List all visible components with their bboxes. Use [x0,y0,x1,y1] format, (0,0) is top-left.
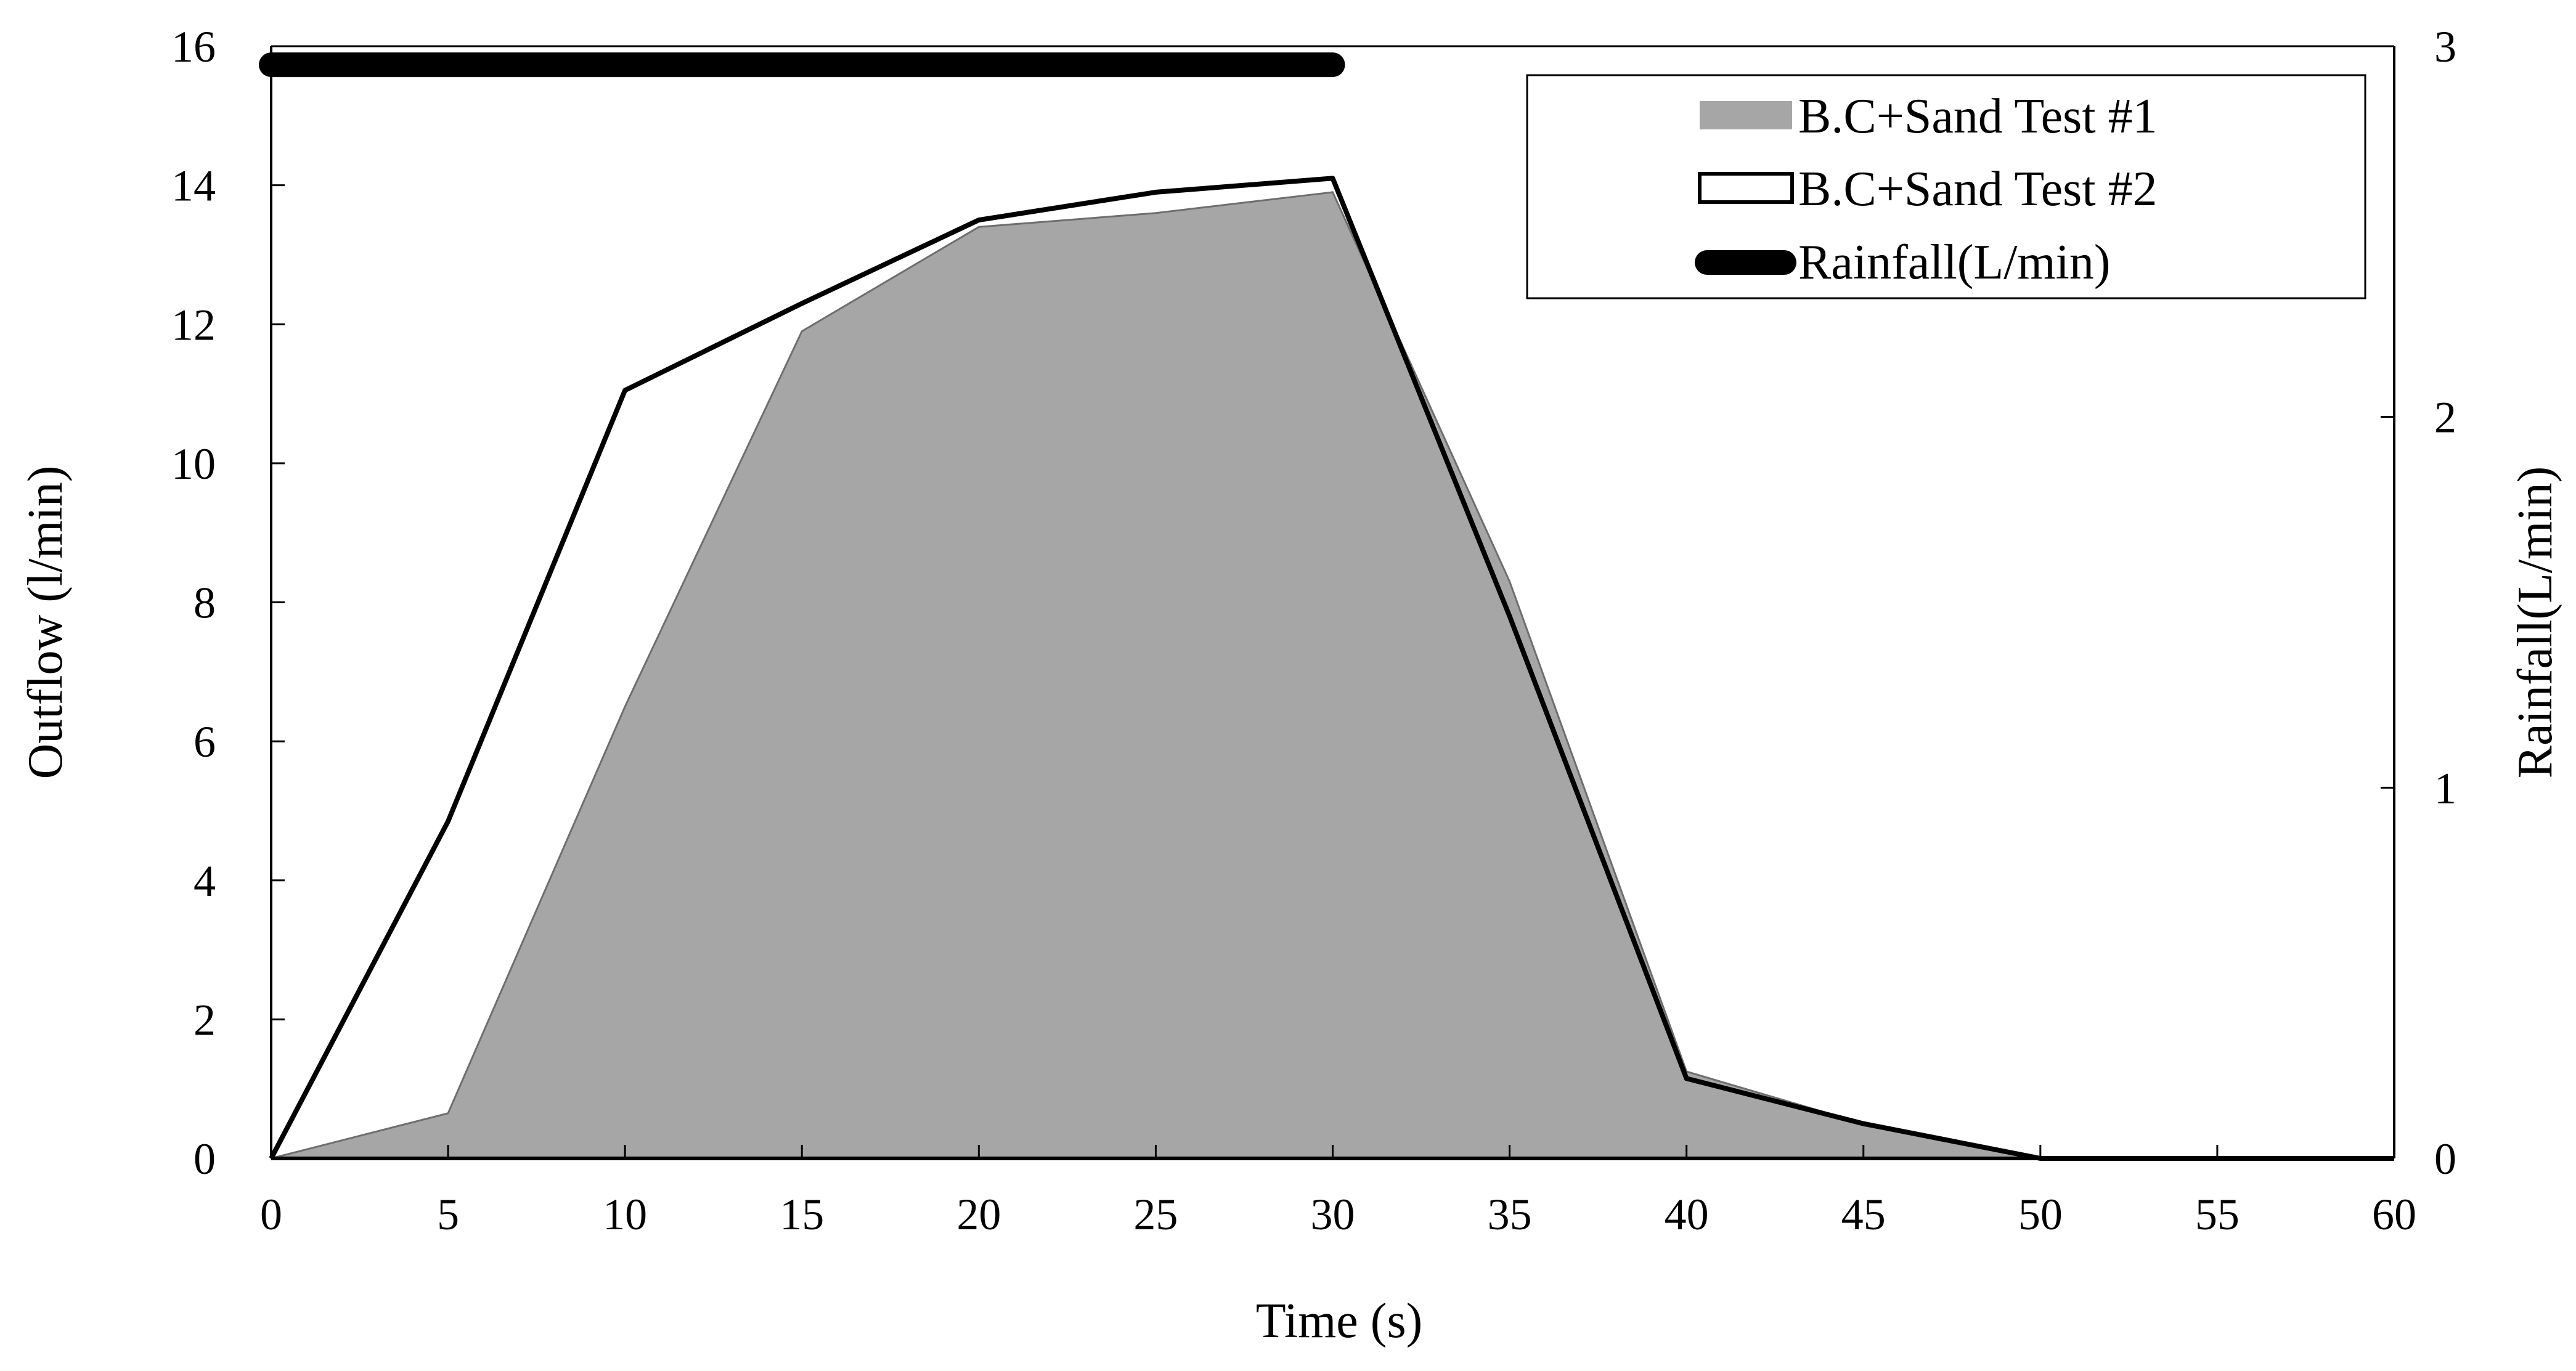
x-tick-label: 40 [1665,1190,1709,1239]
series-area-test1 [271,191,2394,1160]
y-tick-label: 14 [171,161,216,211]
y-tick-label: 10 [171,439,216,489]
x-axis-title: Time (s) [1256,1294,1422,1348]
y2-axis-title: Rainfall(L/min) [2508,466,2562,779]
x-tick-label: 55 [2195,1190,2240,1239]
y-axis-title: Outflow (l/min) [18,466,73,779]
y-tick-label: 6 [194,717,216,767]
y-tick-label: 16 [171,22,216,71]
y2-tick-label: 3 [2434,22,2456,71]
legend-label-rainfall: Rainfall(L/min) [1798,235,2111,290]
y-tick-label: 8 [194,579,216,628]
y2-tick-label: 1 [2434,763,2456,813]
x-tick-label: 30 [1311,1190,1355,1239]
x-tick-label: 20 [956,1190,1001,1239]
x-tick-label: 25 [1133,1190,1178,1239]
y-tick-label: 2 [194,995,216,1044]
y2-tick-label: 2 [2434,393,2456,442]
legend: B.C+Sand Test #1 B.C+Sand Test #2 Rainfa… [1526,74,2366,299]
y-tick-label: 4 [194,856,216,906]
legend-label-test1: B.C+Sand Test #1 [1798,89,2158,144]
x-tick-label: 60 [2372,1190,2416,1239]
ticks-layer: 0 5 10 15 20 25 30 35 40 45 50 55 600246810121416012… [171,22,2456,1239]
legend-swatch-test1 [1700,101,1792,129]
y2-tick-label: 0 [2434,1134,2456,1184]
y-tick-label: 12 [171,300,216,349]
legend-label-test2: B.C+Sand Test #2 [1798,162,2158,216]
x-tick-label: 50 [2018,1190,2063,1239]
legend-box [1526,74,2366,299]
series-layer [259,52,2394,1161]
x-tick-label: 35 [1488,1190,1532,1239]
x-tick-label: 45 [1841,1190,1886,1239]
x-tick-label: 15 [780,1190,824,1239]
x-tick-label: 10 [603,1190,647,1239]
y-tick-label: 0 [194,1134,216,1184]
x-tick-label: 5 [437,1190,459,1239]
legend-swatch-test2 [1698,172,1794,204]
x-tick-label: 0 [260,1190,282,1239]
